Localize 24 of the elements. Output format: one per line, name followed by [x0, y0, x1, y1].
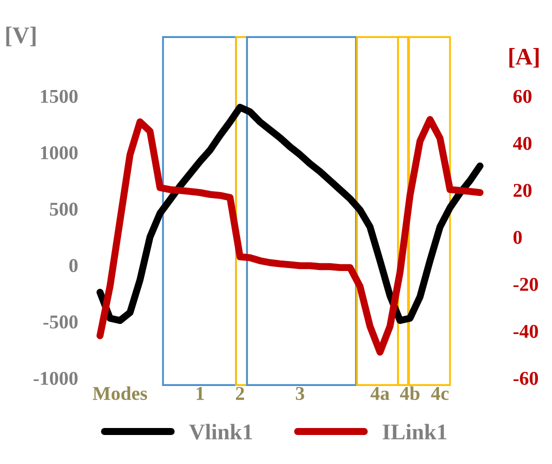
y2-tick-label: 60 [513, 90, 532, 103]
y2-tick-label: -40 [513, 324, 538, 338]
legend-label: ILink1 [382, 424, 446, 440]
x-tick-label: 2 [236, 386, 244, 400]
y-tick-label: 1000 [41, 146, 78, 160]
y2-tick-label: 0 [514, 230, 522, 244]
y2-tick-label: -20 [513, 278, 538, 291]
x-tick-label: 3 [296, 386, 304, 400]
x-tick-label: 4c [431, 387, 449, 400]
y2-tick-label: 40 [513, 136, 532, 150]
y-tick-label: -1000 [34, 372, 78, 385]
y-tick-label: 1500 [41, 90, 78, 103]
x-tick-label: Modes [92, 386, 148, 400]
x-tick-label: 1 [196, 386, 204, 400]
y-tick-label: -500 [43, 315, 78, 329]
y-tick-label: 0 [69, 259, 78, 272]
y-tick-label: 500 [50, 202, 78, 216]
y2-axis-title: [A] [509, 48, 539, 68]
y2-tick-label: -60 [513, 372, 538, 385]
legend-label: Vlink1 [189, 424, 252, 440]
x-tick-label: 4b [400, 386, 420, 400]
y-axis-title: [V] [6, 26, 36, 46]
x-tick-label: 4a [370, 387, 390, 400]
y2-tick-label: 20 [514, 184, 532, 197]
